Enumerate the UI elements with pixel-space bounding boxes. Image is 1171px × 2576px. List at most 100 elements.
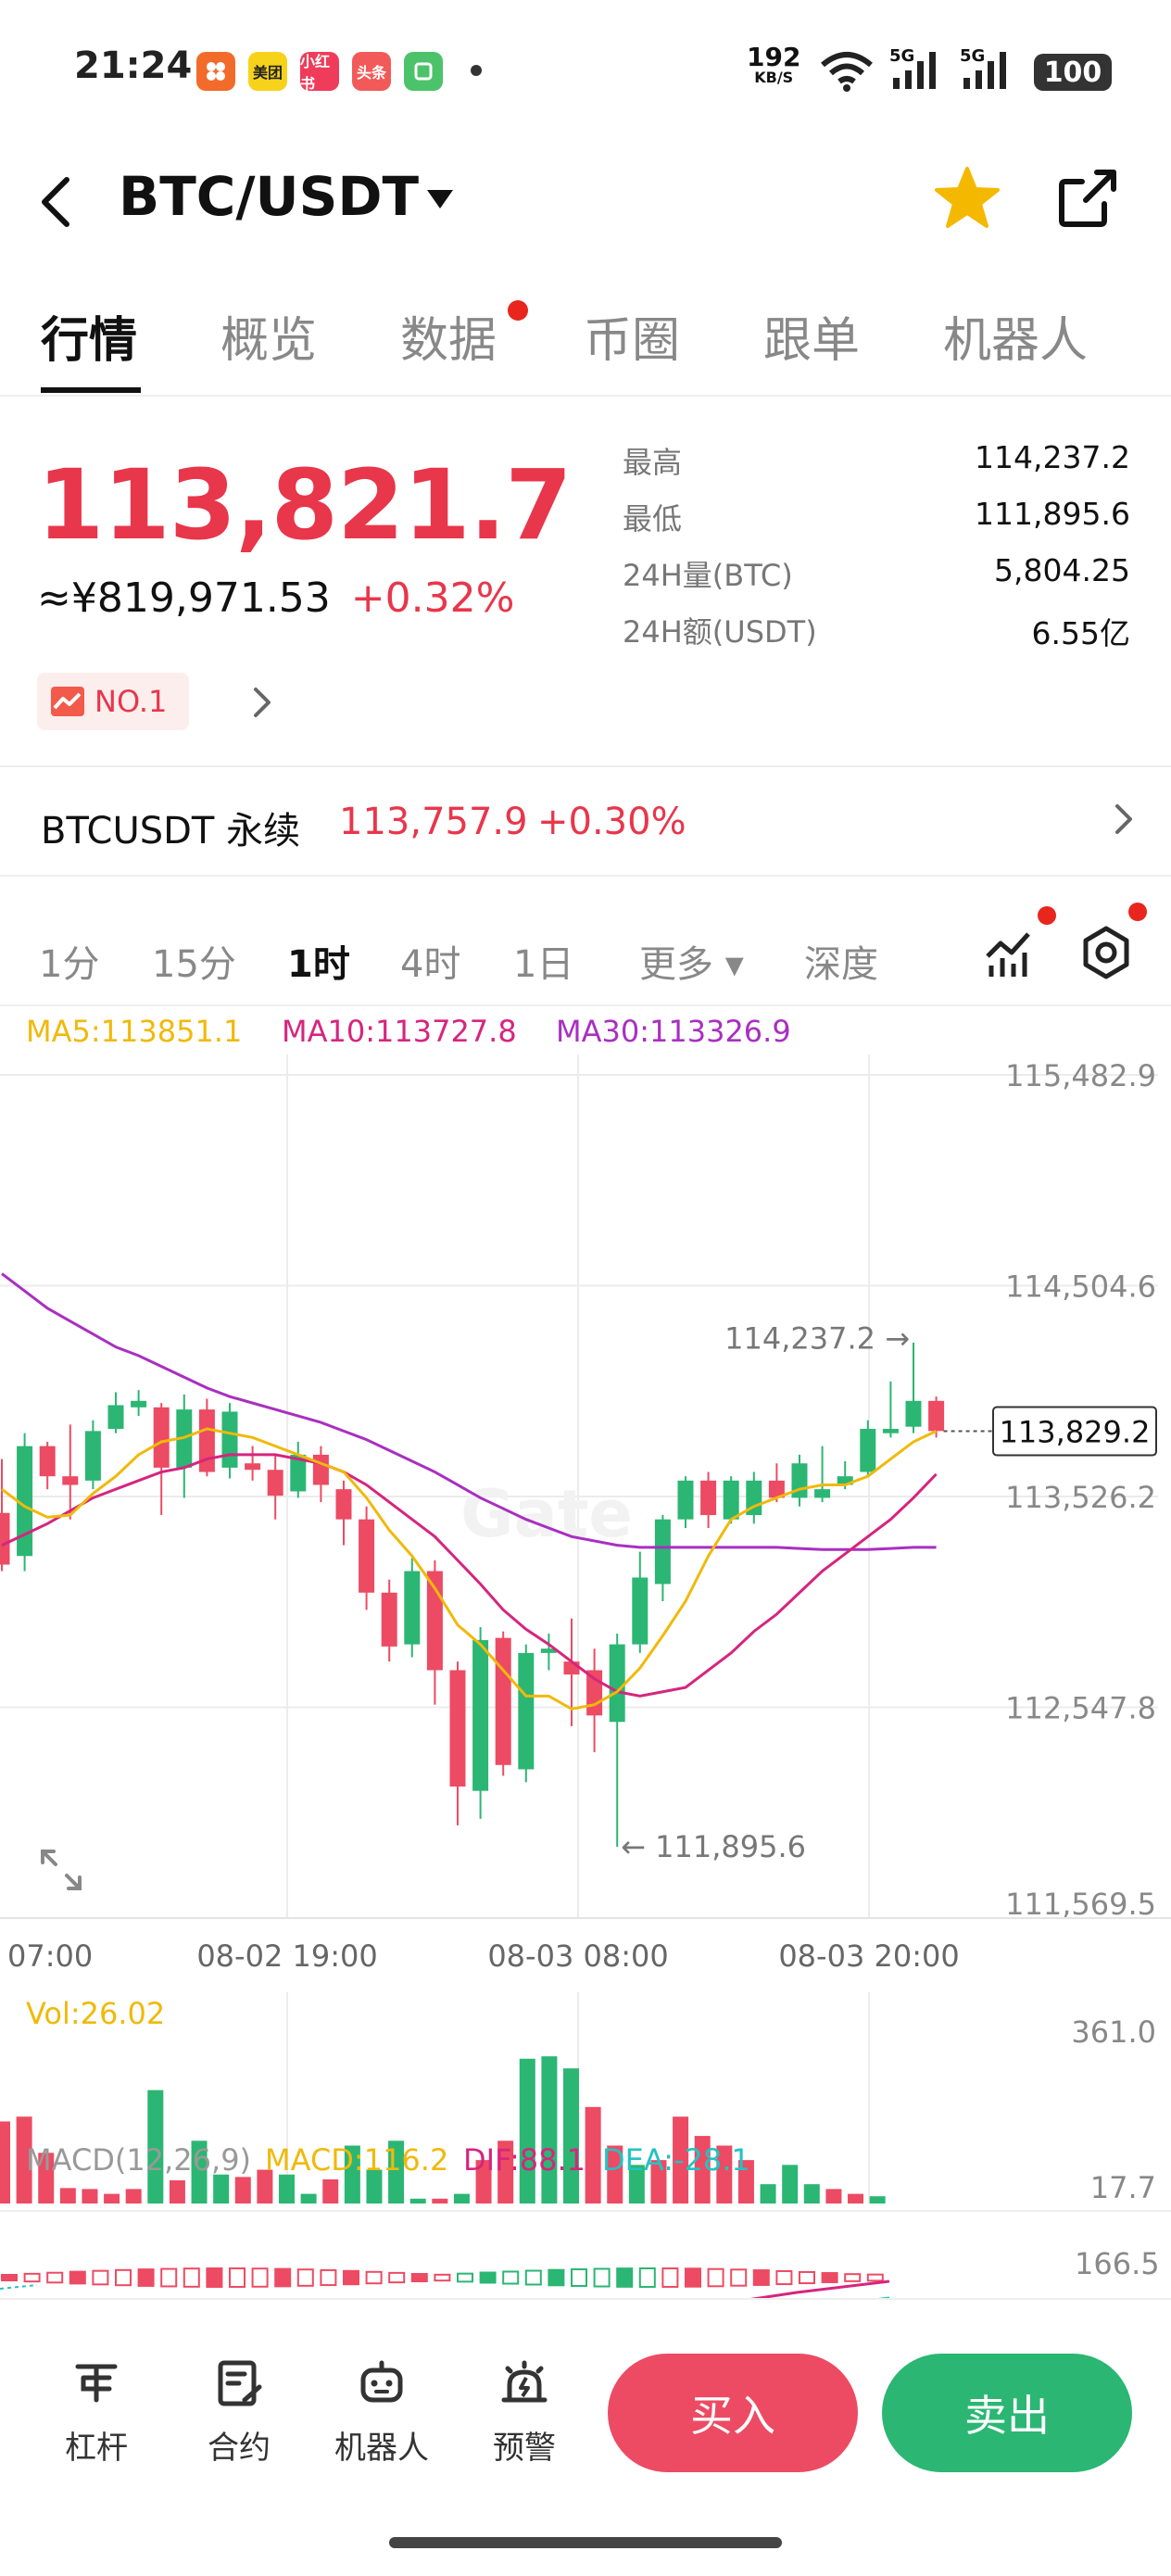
favorite-star-icon[interactable]	[932, 163, 1002, 237]
dif-value: DIF:88.1	[463, 2142, 586, 2178]
macd-axis-label: 166.5	[1075, 2246, 1160, 2281]
macd-bar	[434, 2273, 451, 2282]
candle-body	[563, 1661, 580, 1675]
timeframe-1d[interactable]: 1日	[513, 943, 574, 986]
timeframe-1h[interactable]: 1时	[287, 943, 350, 986]
candle-body	[837, 1476, 853, 1485]
fullscreen-expand-icon[interactable]	[37, 1846, 85, 1898]
rank-badge[interactable]: NO.1	[37, 673, 189, 730]
candle-body	[404, 1571, 421, 1645]
tab-market[interactable]: 行情	[41, 313, 138, 369]
timeframe-1m[interactable]: 1分	[39, 943, 100, 986]
more-notifications-dot	[471, 65, 482, 76]
nav-contract[interactable]: 合约	[183, 2357, 295, 2468]
macd-bar	[821, 2272, 838, 2283]
volume-bar	[673, 2116, 689, 2203]
candle-body	[654, 1519, 671, 1585]
nav-leverage[interactable]: 杠杆	[41, 2357, 152, 2468]
candle-body	[17, 1446, 33, 1557]
tab-bots[interactable]: 机器人	[943, 313, 1089, 369]
rank-chevron-right-icon[interactable]	[245, 682, 278, 726]
volume-bar	[147, 2090, 164, 2203]
vol-axis-max: 361.0	[1071, 2014, 1156, 2050]
candle-body	[495, 1637, 511, 1765]
macd-bar	[251, 2267, 269, 2288]
tab-overview[interactable]: 概览	[220, 313, 318, 369]
volume-bar	[519, 2058, 535, 2203]
indicator-notification-dot	[1038, 906, 1056, 925]
macd-bar	[707, 2267, 724, 2288]
candle-body	[723, 1480, 739, 1520]
signal1-label: 5G	[889, 46, 915, 66]
candle-body	[290, 1454, 307, 1492]
timeframe-depth[interactable]: 深度	[804, 943, 878, 986]
candle-body	[860, 1429, 876, 1472]
nav-leverage-label: 杠杆	[65, 2430, 128, 2467]
timeframe-4h[interactable]: 4时	[400, 943, 461, 986]
net-speed-unit: KB/S	[754, 69, 794, 86]
macd-bar	[320, 2268, 337, 2287]
toutiao-app-icon: 头条	[352, 52, 391, 91]
perpetual-chevron-right-icon[interactable]	[1106, 799, 1140, 843]
xiaohongshu-app-icon: 小红书	[300, 52, 339, 93]
volume-bar	[300, 2193, 317, 2203]
buy-button[interactable]: 买入	[608, 2354, 858, 2472]
macd-title: MACD(12,26,9)	[26, 2142, 252, 2178]
candle-body	[472, 1639, 489, 1791]
candle-body	[359, 1519, 375, 1593]
pair-title[interactable]: BTC/USDT	[119, 165, 420, 228]
share-icon[interactable]	[1052, 163, 1123, 237]
perpetual-name[interactable]: BTCUSDT 永续	[41, 810, 301, 852]
y-axis-label: 111,569.5	[1005, 1887, 1156, 1922]
x-axis-label: 07:00	[7, 1938, 93, 1974]
ma30-line	[1, 1272, 937, 1551]
dea-value: DEA:-28.1	[602, 2142, 750, 2178]
volume-bar	[628, 2165, 645, 2203]
volume-bar	[366, 2169, 383, 2203]
volume-bar	[409, 2198, 426, 2203]
macd-bar	[775, 2269, 793, 2286]
stat-value-turnover: 6.55亿	[1031, 615, 1130, 651]
sell-button[interactable]: 卖出	[882, 2354, 1132, 2472]
macd-bar	[343, 2269, 359, 2286]
candlestick-chart[interactable]: 115,482.9 114,504.6 113,526.2 112,547.8 111,…	[0, 1054, 1171, 1990]
volume-bar	[497, 2140, 514, 2203]
y-axis-label: 115,482.9	[1005, 1058, 1156, 1093]
macd-bar	[752, 2269, 770, 2286]
candle-body	[449, 1670, 466, 1787]
cny-price: ≈¥819,971.53	[37, 575, 331, 622]
timeframe-15m[interactable]: 15分	[152, 943, 236, 986]
macd-bar	[866, 2273, 884, 2282]
macd-bar	[730, 2268, 748, 2287]
timeframe-more[interactable]: 更多 ▾	[639, 943, 744, 986]
tab-copy-trade[interactable]: 跟单	[763, 313, 861, 369]
high-annotation: 114,237.2 →	[724, 1321, 910, 1357]
volume-bar	[716, 2145, 733, 2203]
nav-alert-label: 预警	[493, 2430, 556, 2467]
nav-alert[interactable]: 预警	[469, 2357, 580, 2468]
candle-body	[131, 1400, 147, 1408]
home-indicator[interactable]	[389, 2537, 782, 2548]
x-axis-label: 08-03 08:00	[487, 1938, 668, 1974]
candle-body	[905, 1400, 922, 1427]
macd-bar	[206, 2267, 223, 2288]
notification-app-icon	[196, 52, 235, 91]
volume-chart: 361.0 17.7	[0, 1992, 1171, 2212]
timeframe-divider	[0, 1004, 1171, 1006]
chart-settings-icon[interactable]	[1078, 923, 1134, 986]
nav-robot-label: 机器人	[334, 2430, 429, 2467]
y-axis-label: 114,504.6	[1005, 1269, 1156, 1305]
indicator-chart-icon[interactable]	[982, 923, 1038, 986]
nav-robot[interactable]: 机器人	[326, 2357, 437, 2468]
candle-body	[814, 1489, 831, 1498]
x-axis-label: 08-02 19:00	[196, 1938, 377, 1974]
caret-down-icon[interactable]	[424, 187, 456, 215]
volume-bar	[322, 2178, 339, 2203]
tab-data[interactable]: 数据	[400, 313, 497, 369]
candle-body	[335, 1489, 352, 1520]
candle-body	[221, 1411, 238, 1468]
macd-bar	[365, 2270, 383, 2285]
back-icon[interactable]	[33, 170, 80, 237]
macd-bar	[502, 2270, 520, 2285]
tab-circle[interactable]: 币圈	[584, 313, 681, 369]
